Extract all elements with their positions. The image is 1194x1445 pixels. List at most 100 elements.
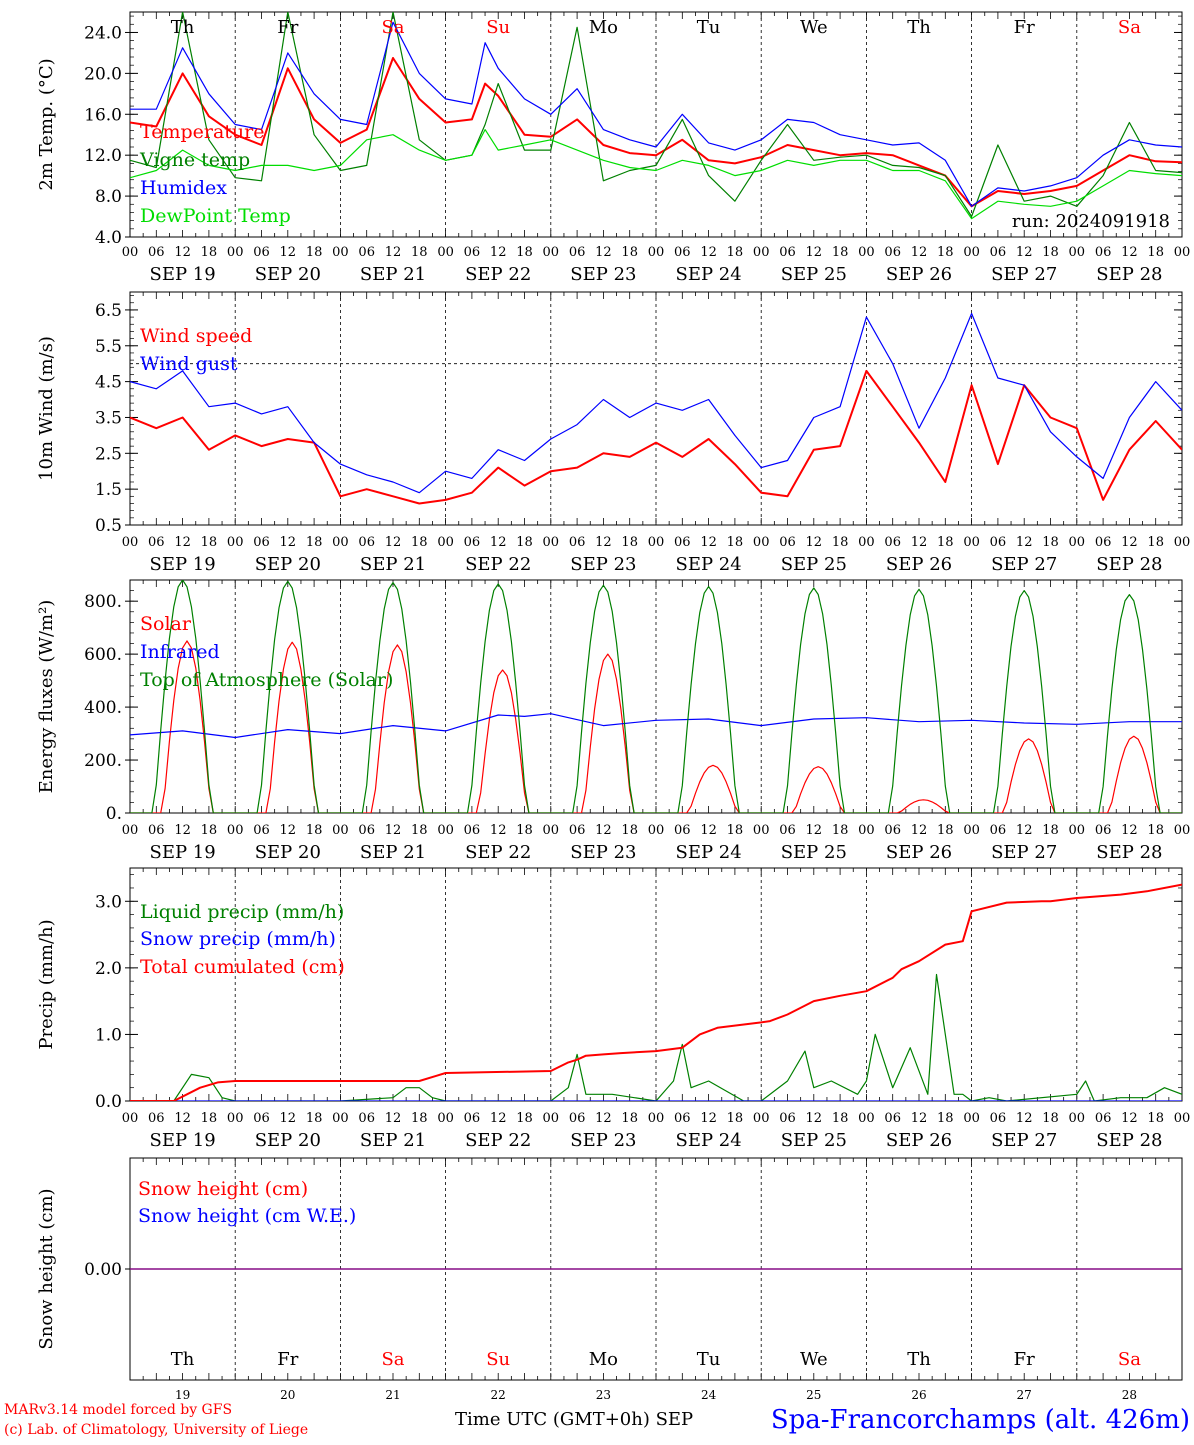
hour-tick-label: 18 (937, 245, 954, 260)
y-tick-label: 800. (84, 592, 122, 612)
time-axis: 00 06 12 18 SEP 19 00 06 12 18 SEP 20 00 06 12 18 SEP … (122, 1111, 1191, 1151)
date-label: SEP 22 (465, 554, 531, 575)
hour-tick-label: 00 (753, 823, 770, 838)
hour-tick-label: 18 (1147, 535, 1164, 550)
hour-tick-label: 18 (306, 1111, 323, 1126)
weekday-label: Sa (381, 1349, 404, 1370)
hour-tick-label: 12 (1016, 245, 1033, 260)
hour-tick-label: 12 (490, 1111, 507, 1126)
y-tick-label: 3.5 (95, 408, 122, 428)
hour-tick-label: 06 (884, 823, 901, 838)
series-line-1 (130, 369, 1182, 505)
hour-tick-label: 18 (727, 535, 744, 550)
legend-entry: Total cumulated (cm) (140, 956, 345, 978)
hour-tick-label: 12 (385, 1111, 402, 1126)
hour-tick-label: 18 (1042, 245, 1059, 260)
hour-tick-label: 00 (1069, 535, 1086, 550)
hour-tick-label: 06 (884, 1111, 901, 1126)
hour-tick-label: 12 (490, 245, 507, 260)
date-label: SEP 23 (570, 1130, 636, 1151)
hour-tick-label: 12 (174, 535, 191, 550)
hour-tick-label: 12 (806, 823, 823, 838)
hour-tick-label: 12 (911, 245, 928, 260)
date-label: SEP 26 (886, 264, 952, 285)
hour-tick-label: 12 (1016, 823, 1033, 838)
y-tick-label: 1.5 (95, 480, 122, 500)
series-group (130, 883, 1182, 1101)
hour-tick-label: 06 (1095, 1111, 1112, 1126)
hour-tick-label: 12 (595, 245, 612, 260)
hour-tick-label: 18 (621, 535, 638, 550)
hour-tick-label: 00 (122, 823, 139, 838)
legend-entry: Snow height (cm) (138, 1178, 308, 1200)
hour-tick-label: 18 (727, 245, 744, 260)
y-tick-label: 4.5 (95, 373, 122, 393)
day-number: 25 (806, 1388, 821, 1402)
hour-tick-label: 18 (621, 1111, 638, 1126)
hour-tick-label: 06 (358, 535, 375, 550)
plot-frame (129, 11, 1183, 238)
weekday-label: Fr (277, 1349, 298, 1370)
date-label: SEP 28 (1096, 554, 1162, 575)
hour-tick-label: 00 (122, 1111, 139, 1126)
day-number: 20 (280, 1388, 295, 1402)
series-group (130, 12, 1182, 220)
hour-tick-label: 18 (411, 823, 428, 838)
hour-tick-label: 18 (411, 1111, 428, 1126)
hour-tick-label: 18 (516, 245, 533, 260)
y-axis-label: 10m Wind (m/s) (36, 336, 57, 481)
y-axis-label: 2m Temp. (°C) (36, 58, 57, 190)
hour-tick-label: 00 (1174, 245, 1191, 260)
y-tick-label: 12.0 (84, 146, 122, 166)
hour-tick-label: 00 (858, 1111, 875, 1126)
hour-tick-label: 06 (148, 535, 165, 550)
legend-entry: Wind speed (140, 325, 252, 347)
hour-tick-label: 12 (490, 535, 507, 550)
hour-tick-label: 12 (1121, 245, 1138, 260)
weekday-label: Tu (697, 1349, 721, 1370)
hour-tick-label: 00 (753, 245, 770, 260)
hour-tick-label: 00 (122, 535, 139, 550)
hour-tick-label: 18 (1042, 535, 1059, 550)
hour-tick-label: 12 (700, 245, 717, 260)
hour-tick-label: 06 (464, 535, 481, 550)
legend-entry: Snow height (cm W.E.) (138, 1205, 356, 1227)
hour-tick-label: 06 (358, 1111, 375, 1126)
weekday-label: Fr (1014, 17, 1035, 38)
hour-tick-label: 18 (832, 1111, 849, 1126)
hour-tick-label: 12 (700, 823, 717, 838)
station-label: Spa-Francorchamps (alt. 426m) (771, 1405, 1190, 1435)
weekday-label: Th (907, 1349, 931, 1370)
hour-tick-label: 18 (1147, 1111, 1164, 1126)
day-number: 27 (1017, 1388, 1032, 1402)
date-label: SEP 23 (570, 264, 636, 285)
date-label: SEP 28 (1096, 1130, 1162, 1151)
hour-tick-label: 00 (648, 245, 665, 260)
panel-5: 0.00 Snow height (cm) Snow height (cm) Snow… (36, 1157, 1183, 1402)
hour-tick-label: 12 (595, 823, 612, 838)
date-label: SEP 27 (991, 264, 1057, 285)
panel-1: 4.0 8.0 12.0 16.0 20.0 24.0 2m Temp. (°C) Tempe… (36, 11, 1191, 285)
y-tick-label: 24.0 (84, 23, 122, 43)
hour-tick-label: 12 (280, 535, 297, 550)
hour-tick-label: 00 (332, 823, 349, 838)
day-number: 21 (385, 1388, 400, 1402)
hour-tick-label: 12 (174, 1111, 191, 1126)
legend-entry: DewPoint Temp (140, 205, 291, 227)
hour-tick-label: 00 (543, 823, 560, 838)
date-label: SEP 20 (255, 264, 321, 285)
hour-tick-label: 18 (201, 1111, 218, 1126)
date-label: SEP 23 (570, 554, 636, 575)
legend-entry: Wind gust (140, 353, 238, 375)
time-axis: 00 06 12 18 SEP 19 00 06 12 18 SEP 20 00 06 12 18 SEP … (122, 245, 1191, 285)
hour-tick-label: 00 (332, 535, 349, 550)
hour-tick-label: 00 (858, 535, 875, 550)
series-line-3 (130, 580, 1182, 813)
hour-tick-label: 12 (806, 245, 823, 260)
hour-tick-label: 12 (911, 535, 928, 550)
hour-tick-label: 00 (227, 535, 244, 550)
series-line-1 (130, 57, 1182, 208)
y-tick-label: 8.0 (95, 187, 122, 207)
hour-tick-label: 06 (990, 823, 1007, 838)
